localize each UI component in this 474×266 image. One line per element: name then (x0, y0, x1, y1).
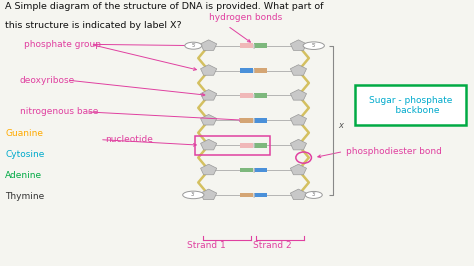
Text: nucleotide: nucleotide (105, 135, 153, 144)
Text: hydrogen bonds: hydrogen bonds (209, 13, 282, 22)
Ellipse shape (305, 192, 322, 198)
Polygon shape (291, 65, 307, 75)
Bar (254, 68, 267, 73)
Polygon shape (201, 90, 217, 100)
Polygon shape (201, 139, 217, 150)
Text: Cytosine: Cytosine (5, 150, 45, 159)
Bar (195, 136, 270, 155)
Text: 5': 5' (191, 43, 196, 48)
Bar (239, 193, 253, 197)
Polygon shape (291, 189, 307, 200)
Text: Thymine: Thymine (5, 192, 45, 201)
Bar (239, 143, 253, 148)
Text: phosphate group: phosphate group (24, 40, 101, 49)
Polygon shape (201, 40, 217, 50)
Bar (239, 168, 253, 172)
Text: 3': 3' (191, 192, 196, 197)
Bar (254, 43, 267, 48)
Text: Sugar - phosphate
     backbone: Sugar - phosphate backbone (369, 95, 452, 115)
Polygon shape (291, 114, 307, 125)
Bar (254, 93, 267, 98)
Polygon shape (201, 164, 217, 175)
Text: Strand 1: Strand 1 (187, 241, 226, 250)
Text: deoxyribose: deoxyribose (19, 76, 75, 85)
Bar (239, 43, 253, 48)
Text: Strand 2: Strand 2 (253, 241, 292, 250)
Text: Guanine: Guanine (5, 128, 44, 138)
FancyBboxPatch shape (355, 85, 466, 125)
Polygon shape (201, 189, 217, 200)
Polygon shape (291, 139, 307, 150)
Text: A Simple diagram of the structure of DNA is provided. What part of: A Simple diagram of the structure of DNA… (5, 2, 324, 11)
Bar (239, 68, 253, 73)
Polygon shape (201, 114, 217, 125)
Ellipse shape (185, 42, 202, 49)
Polygon shape (291, 90, 307, 100)
Text: 3': 3' (311, 192, 316, 197)
Polygon shape (201, 65, 217, 75)
Bar (254, 143, 267, 148)
Bar (254, 118, 267, 123)
Polygon shape (291, 40, 307, 50)
Text: nitrogenous base: nitrogenous base (19, 107, 98, 116)
Ellipse shape (303, 42, 324, 49)
Text: Adenine: Adenine (5, 171, 43, 180)
Text: this structure is indicated by label X?: this structure is indicated by label X? (5, 20, 182, 30)
Text: 5': 5' (311, 43, 316, 48)
Ellipse shape (182, 191, 204, 199)
Bar (239, 118, 253, 123)
Text: x: x (338, 120, 344, 130)
Bar (254, 168, 267, 172)
Text: phosphodiester bond: phosphodiester bond (346, 147, 442, 156)
Bar (239, 93, 253, 98)
Bar (254, 193, 267, 197)
Polygon shape (291, 164, 307, 175)
